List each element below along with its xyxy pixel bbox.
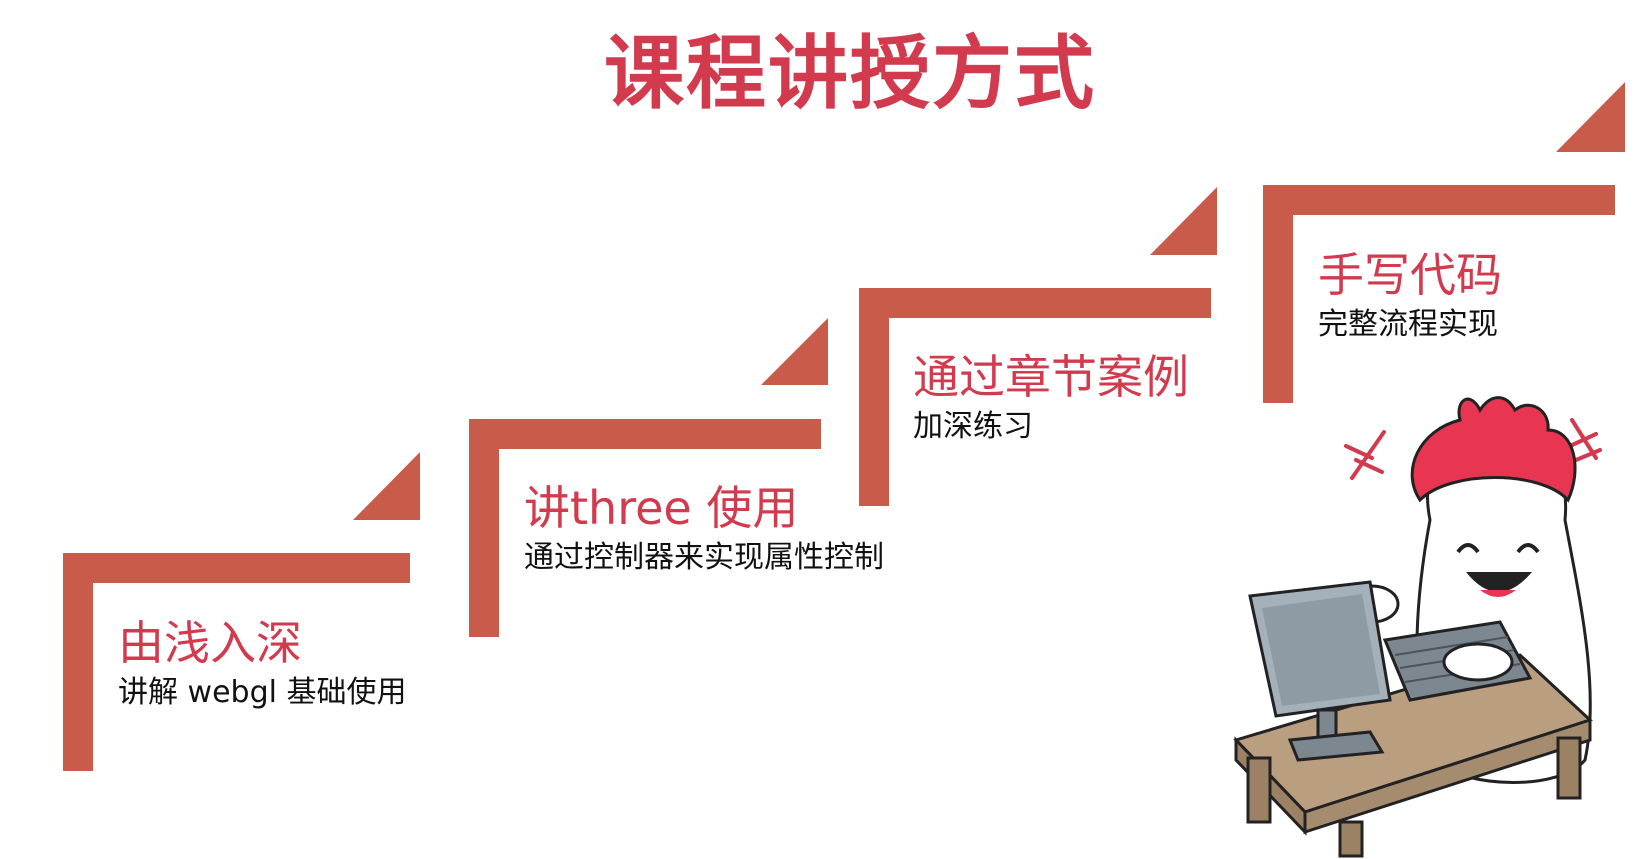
step-4-title: 手写代码 [1318,248,1502,302]
step-2-subtitle: 通过控制器来实现属性控制 [524,539,884,575]
stair-step-2 [469,318,828,637]
step-1-title: 由浅入深 [118,616,302,670]
stair-step-1 [63,452,420,771]
step-arrow-2 [761,318,828,385]
step-1-subtitle: 讲解 webgl 基础使用 [118,674,407,710]
page-title: 课程讲授方式 [604,27,1096,120]
step-arrow-4 [1556,82,1625,152]
sparkle-icon [1344,418,1602,480]
wooden-desk [1233,653,1593,858]
step-2-title: 讲three 使用 [524,481,799,535]
step-1-text: 由浅入深 讲解 webgl 基础使用 [118,618,407,711]
stair-step-4 [1263,82,1625,403]
step-3-subtitle: 加深练习 [913,408,1033,444]
step-3-title: 通过章节案例 [913,350,1189,404]
step-2-text: 讲three 使用 通过控制器来实现属性控制 [524,483,884,576]
step-arrow-3 [1150,187,1217,255]
computer-monitor-icon [1248,580,1392,762]
stair-step-3 [859,187,1217,506]
step-4-text: 手写代码 完整流程实现 [1318,250,1502,343]
flame-hair-icon [1410,396,1577,503]
step-3-text: 通过章节案例 加深练习 [913,352,1189,445]
step-4-subtitle: 完整流程实现 [1318,306,1498,342]
step-arrow-1 [353,452,420,520]
